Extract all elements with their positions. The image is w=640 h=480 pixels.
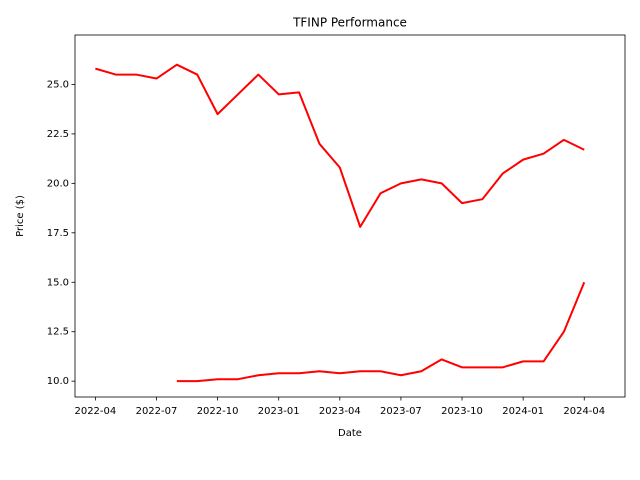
data-line [176, 281, 586, 383]
x-tick-label: 2024-01 [502, 406, 544, 417]
y-tick-label: 17.5 [47, 228, 69, 239]
y-tick-label: 10.0 [47, 376, 69, 387]
x-tick-label: 2024-04 [563, 406, 605, 417]
y-tick-label: 15.0 [47, 277, 69, 288]
data-line [95, 63, 585, 228]
x-tick-label: 2022-10 [197, 406, 239, 417]
x-tick-label: 2023-01 [258, 406, 300, 417]
x-axis-label: Date [338, 428, 362, 439]
y-axis-label: Price ($) [15, 195, 26, 237]
y-tick-label: 25.0 [47, 79, 69, 90]
x-tick-label: 2022-07 [136, 406, 178, 417]
y-tick-label: 20.0 [47, 178, 69, 189]
plot-frame [74, 34, 626, 398]
y-tick-label: 12.5 [47, 327, 69, 338]
x-tick-label: 2023-04 [319, 406, 361, 417]
y-tick-label: 22.5 [47, 129, 69, 140]
x-tick-label: 2023-07 [380, 406, 422, 417]
x-tick-label: 2023-10 [441, 406, 483, 417]
chart-title: TFINP Performance [292, 16, 407, 30]
x-tick-label: 2022-04 [74, 406, 116, 417]
